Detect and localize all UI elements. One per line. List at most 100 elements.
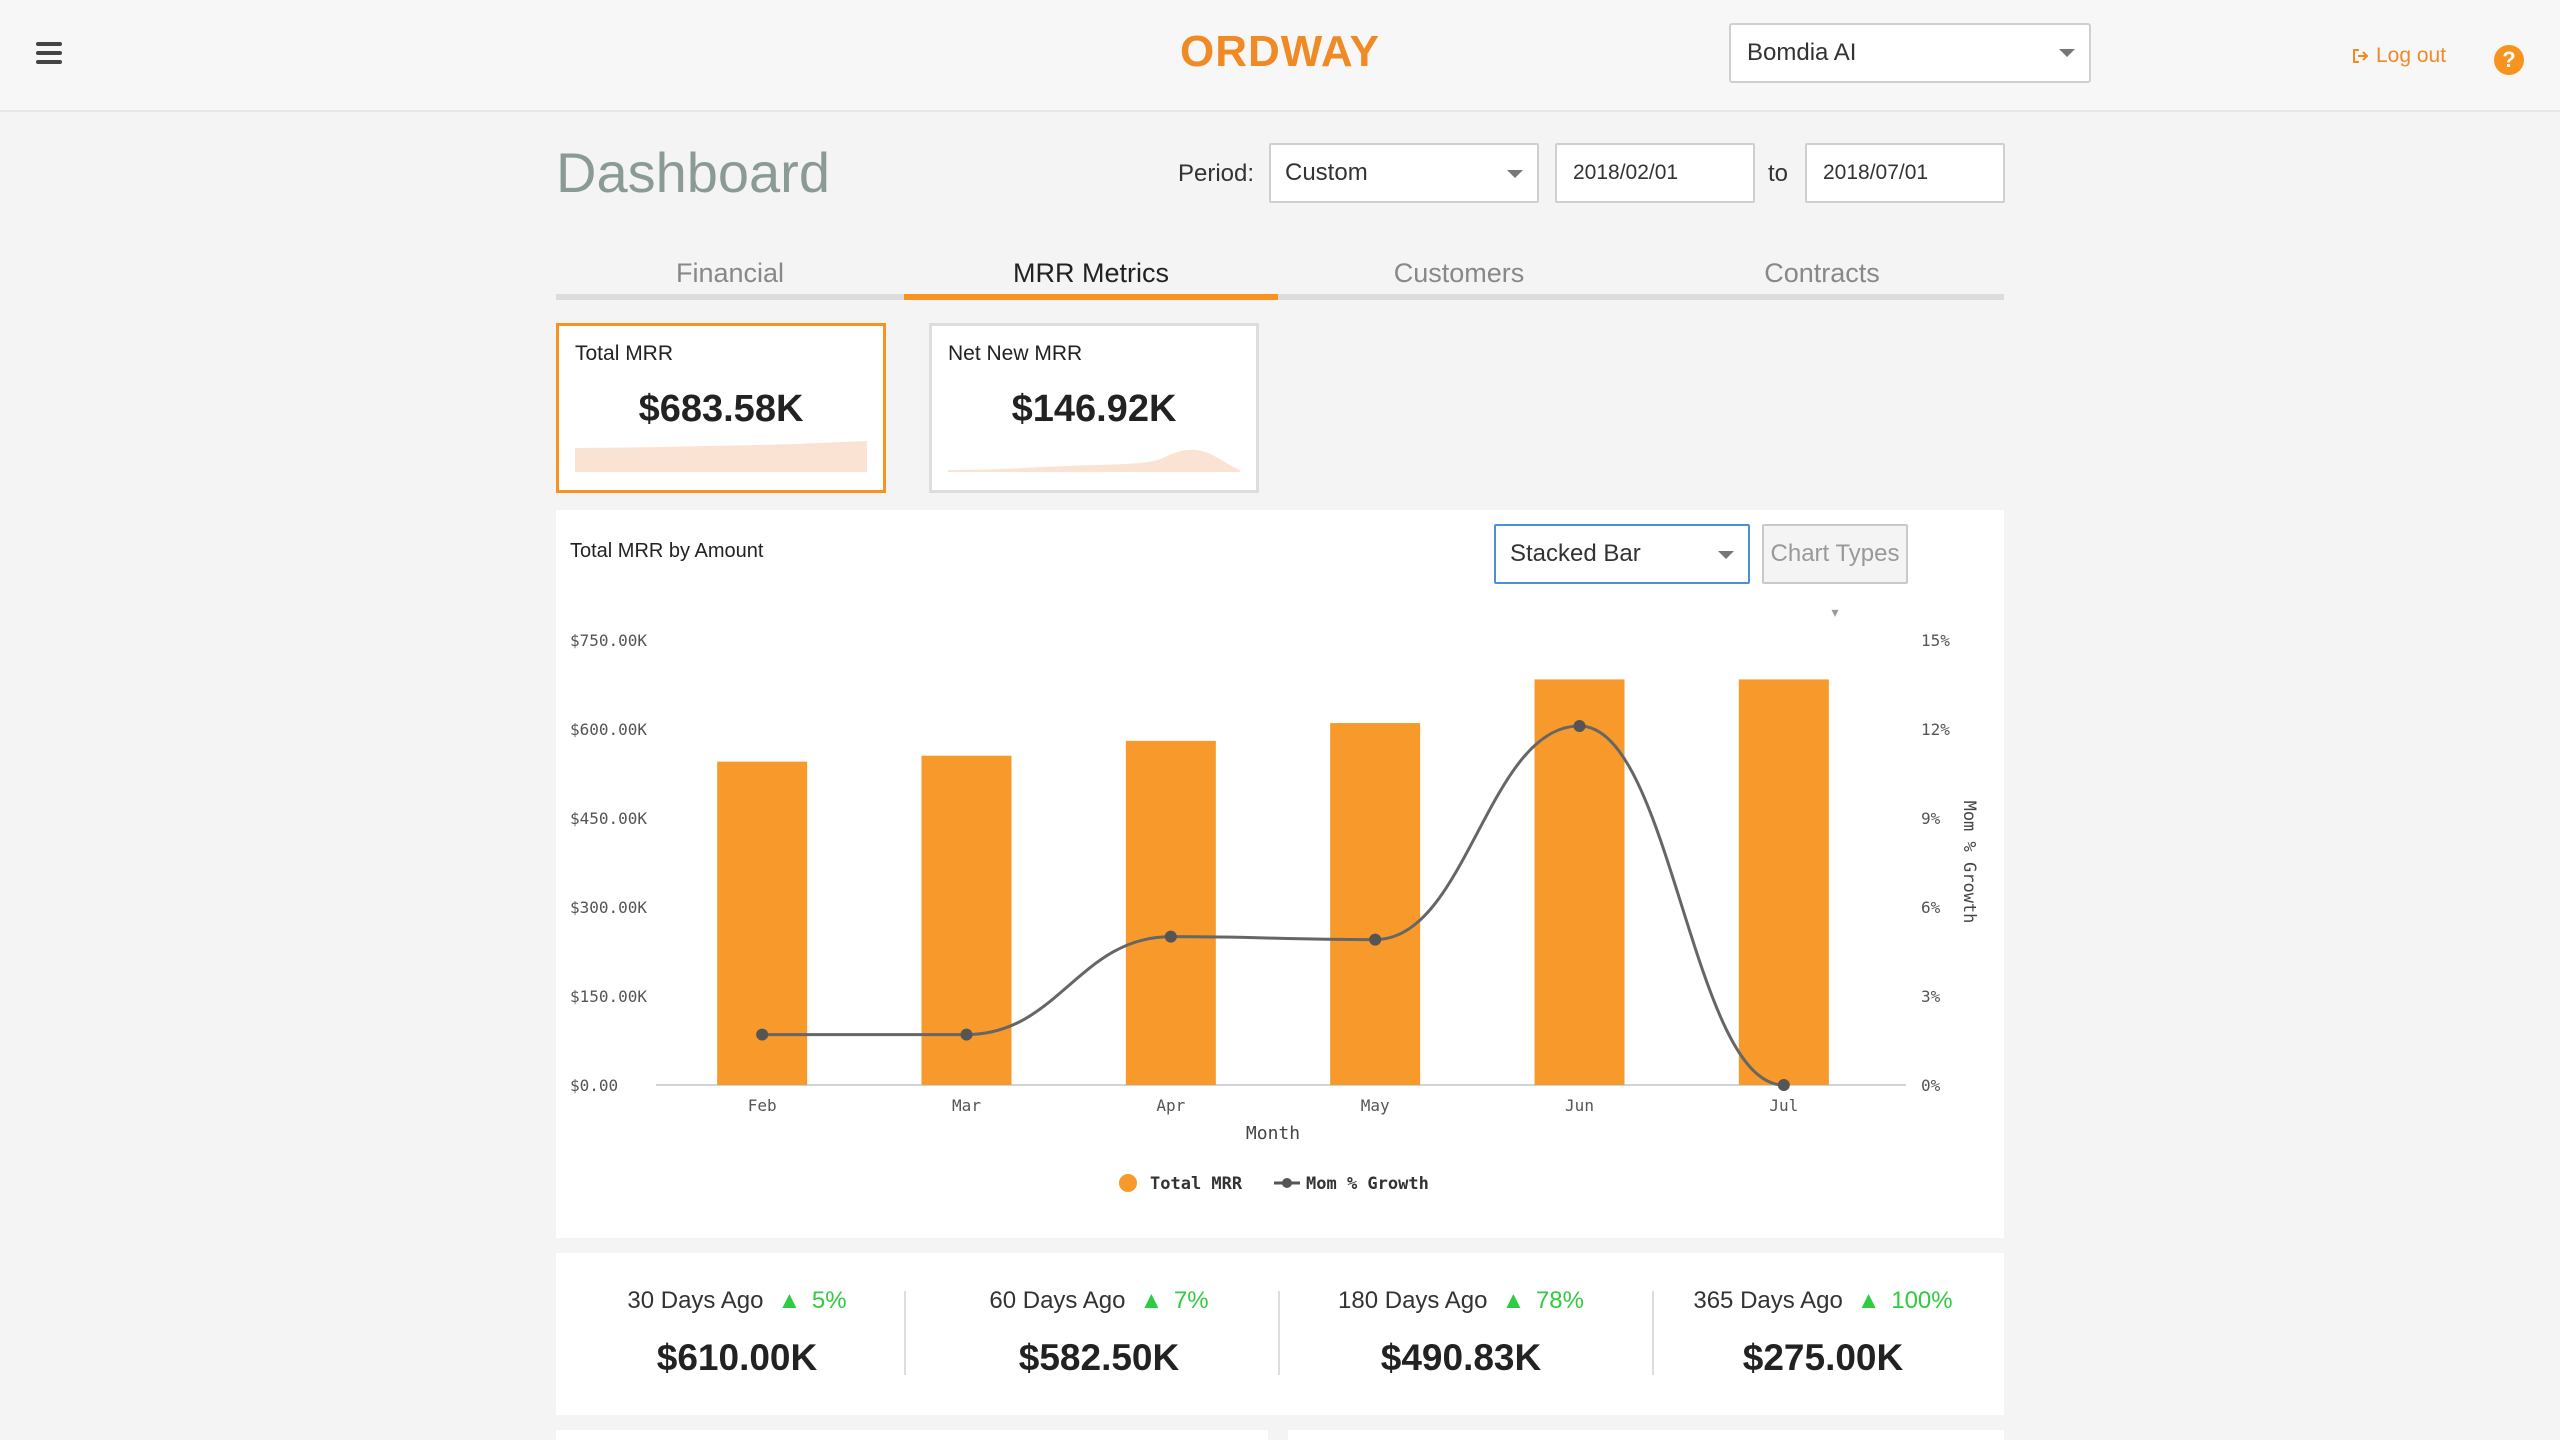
- top-bar: ORDWAY Bomdia AI Log out ?: [0, 0, 2560, 112]
- kpi-value: $683.58K: [638, 388, 804, 430]
- period-select[interactable]: Custom: [1269, 143, 1539, 203]
- growth-point: [960, 1028, 973, 1041]
- x-axis-title: Month: [1246, 1123, 1300, 1144]
- divider: [1278, 1291, 1280, 1375]
- bar-total-mrr: [1125, 740, 1216, 1085]
- chart-type-select[interactable]: Stacked Bar: [1494, 524, 1750, 584]
- comparison-label: 365 Days Ago: [1693, 1287, 1843, 1314]
- dashboard-tabs: Financial MRR Metrics Customers Contract…: [556, 250, 2004, 300]
- y2-tick-label: 0%: [1921, 1076, 1941, 1095]
- comparison-change: 78%: [1535, 1287, 1584, 1314]
- menu-icon[interactable]: [36, 42, 62, 66]
- tab-financial[interactable]: Financial: [675, 258, 785, 288]
- y2-tick-label: 15%: [1921, 631, 1950, 650]
- ordway-logo[interactable]: ORDWAY: [1180, 24, 1380, 74]
- x-tick-label: Jun: [1565, 1096, 1594, 1115]
- x-tick-label: Apr: [1156, 1096, 1185, 1115]
- kpi-label: Net New MRR: [948, 342, 1083, 365]
- y2-axis-title: Mom % Growth: [1959, 801, 1979, 924]
- y-tick-label: $450.00K: [570, 809, 647, 828]
- comparison-value: $610.00K: [656, 1337, 818, 1378]
- y-tick-label: $0.00: [570, 1076, 618, 1095]
- up-arrow-icon: ▲: [1501, 1287, 1526, 1314]
- up-arrow-icon: ▲: [1139, 1287, 1164, 1314]
- bar-total-mrr: [1534, 679, 1625, 1085]
- caret-down-icon: ▾: [1831, 604, 1839, 620]
- legend-marker-growth-dot: [1282, 1178, 1292, 1188]
- bar-total-mrr: [1330, 723, 1421, 1085]
- brand-name: ORDWAY: [1180, 27, 1380, 74]
- company-select-value: Bomdia AI: [1747, 39, 1857, 66]
- comparison-label: 180 Days Ago: [1338, 1287, 1488, 1314]
- comparison-value: $490.83K: [1380, 1337, 1542, 1378]
- tab-mrr-metrics[interactable]: MRR Metrics: [1013, 258, 1169, 288]
- comparison-label: 30 Days Ago: [627, 1287, 764, 1314]
- help-icon[interactable]: ?: [2494, 45, 2524, 75]
- end-date-input[interactable]: 2018/07/01: [1805, 143, 2005, 203]
- x-tick-label: May: [1361, 1096, 1390, 1115]
- kpi-sparkline: [575, 441, 867, 472]
- y-tick-label: $750.00K: [570, 631, 647, 650]
- bar-total-mrr: [1738, 679, 1829, 1085]
- comparison-change: 100%: [1891, 1287, 1953, 1314]
- comparison-label: 60 Days Ago: [989, 1287, 1126, 1314]
- chevron-down-icon: [1507, 170, 1523, 178]
- growth-line: [762, 724, 1784, 1087]
- divider: [1652, 1291, 1654, 1375]
- comparison-value: $582.50K: [1018, 1337, 1180, 1378]
- comparison-change: 5%: [811, 1287, 847, 1314]
- kpi-card-net-new-mrr[interactable]: Net New MRR $146.92K: [929, 323, 1259, 493]
- growth-point: [1573, 720, 1586, 733]
- y-tick-label: $150.00K: [570, 987, 647, 1006]
- mrr-comparison-panel: 30 Days Ago ▲ 5% $610.00K 60 Days Ago ▲ 7%…: [556, 1253, 2004, 1415]
- next-panel: [1288, 1430, 2004, 1440]
- growth-point: [1777, 1079, 1790, 1091]
- logout-label: Log out: [2376, 44, 2447, 67]
- mrr-chart: $0.00 $150.00K $300.00K $450.00K $600.00K $75…: [570, 631, 1979, 1194]
- comparison-change: 7%: [1173, 1287, 1209, 1314]
- kpi-sparkline: [948, 449, 1240, 472]
- x-tick-label: Feb: [748, 1096, 777, 1115]
- comparison-30-days: 30 Days Ago ▲ 5% $610.00K: [556, 1253, 918, 1415]
- y2-tick-label: 6%: [1921, 898, 1941, 917]
- growth-point: [1164, 930, 1177, 943]
- comparison-180-days: 180 Days Ago ▲ 78% $490.83K: [1280, 1253, 1642, 1415]
- y-tick-label: $300.00K: [570, 898, 647, 917]
- x-tick-label: Jul: [1769, 1096, 1798, 1115]
- comparison-365-days: 365 Days Ago ▲ 100% $275.00K: [1642, 1253, 2004, 1415]
- active-tab-indicator: [904, 294, 1278, 300]
- tab-contracts[interactable]: Contracts: [1764, 258, 1880, 288]
- next-panel: [556, 1430, 1268, 1440]
- x-tick-label: Mar: [952, 1096, 981, 1115]
- chart-title: Total MRR by Amount: [570, 540, 764, 562]
- divider: [904, 1291, 906, 1375]
- y2-tick-label: 9%: [1921, 809, 1941, 828]
- growth-point: [1369, 933, 1382, 946]
- up-arrow-icon: ▲: [1856, 1287, 1881, 1314]
- growth-point: [756, 1028, 769, 1041]
- to-label: to: [1768, 160, 1789, 187]
- up-arrow-icon: ▲: [777, 1287, 802, 1314]
- period-label: Period:: [1178, 160, 1255, 187]
- legend-label-total-mrr: Total MRR: [1150, 1174, 1243, 1194]
- logout-icon: [2353, 49, 2369, 63]
- start-date-input[interactable]: 2018/02/01: [1555, 143, 1755, 203]
- chart-types-button[interactable]: Chart Types ▾: [1762, 524, 1908, 620]
- chart-type-value: Stacked Bar: [1510, 540, 1641, 567]
- y2-tick-label: 12%: [1921, 720, 1950, 739]
- chart-panel: Total MRR by Amount Stacked Bar Chart Ty…: [556, 510, 2004, 1238]
- kpi-card-total-mrr[interactable]: Total MRR $683.58K: [556, 323, 886, 493]
- page-title: Dashboard: [556, 141, 830, 204]
- tab-customers[interactable]: Customers: [1393, 258, 1525, 288]
- legend-label-growth: Mom % Growth: [1306, 1174, 1429, 1194]
- comparison-60-days: 60 Days Ago ▲ 7% $582.50K: [918, 1253, 1280, 1415]
- company-select[interactable]: Bomdia AI: [1729, 23, 2091, 83]
- comparison-value: $275.00K: [1742, 1337, 1904, 1378]
- kpi-value: $146.92K: [1011, 388, 1177, 430]
- period-select-value: Custom: [1285, 159, 1368, 186]
- chevron-down-icon: [1718, 551, 1734, 559]
- y-tick-label: $600.00K: [570, 720, 647, 739]
- kpi-label: Total MRR: [575, 342, 674, 365]
- logout-link[interactable]: Log out: [2352, 44, 2446, 68]
- chart-types-label: Chart Types: [1770, 540, 1900, 567]
